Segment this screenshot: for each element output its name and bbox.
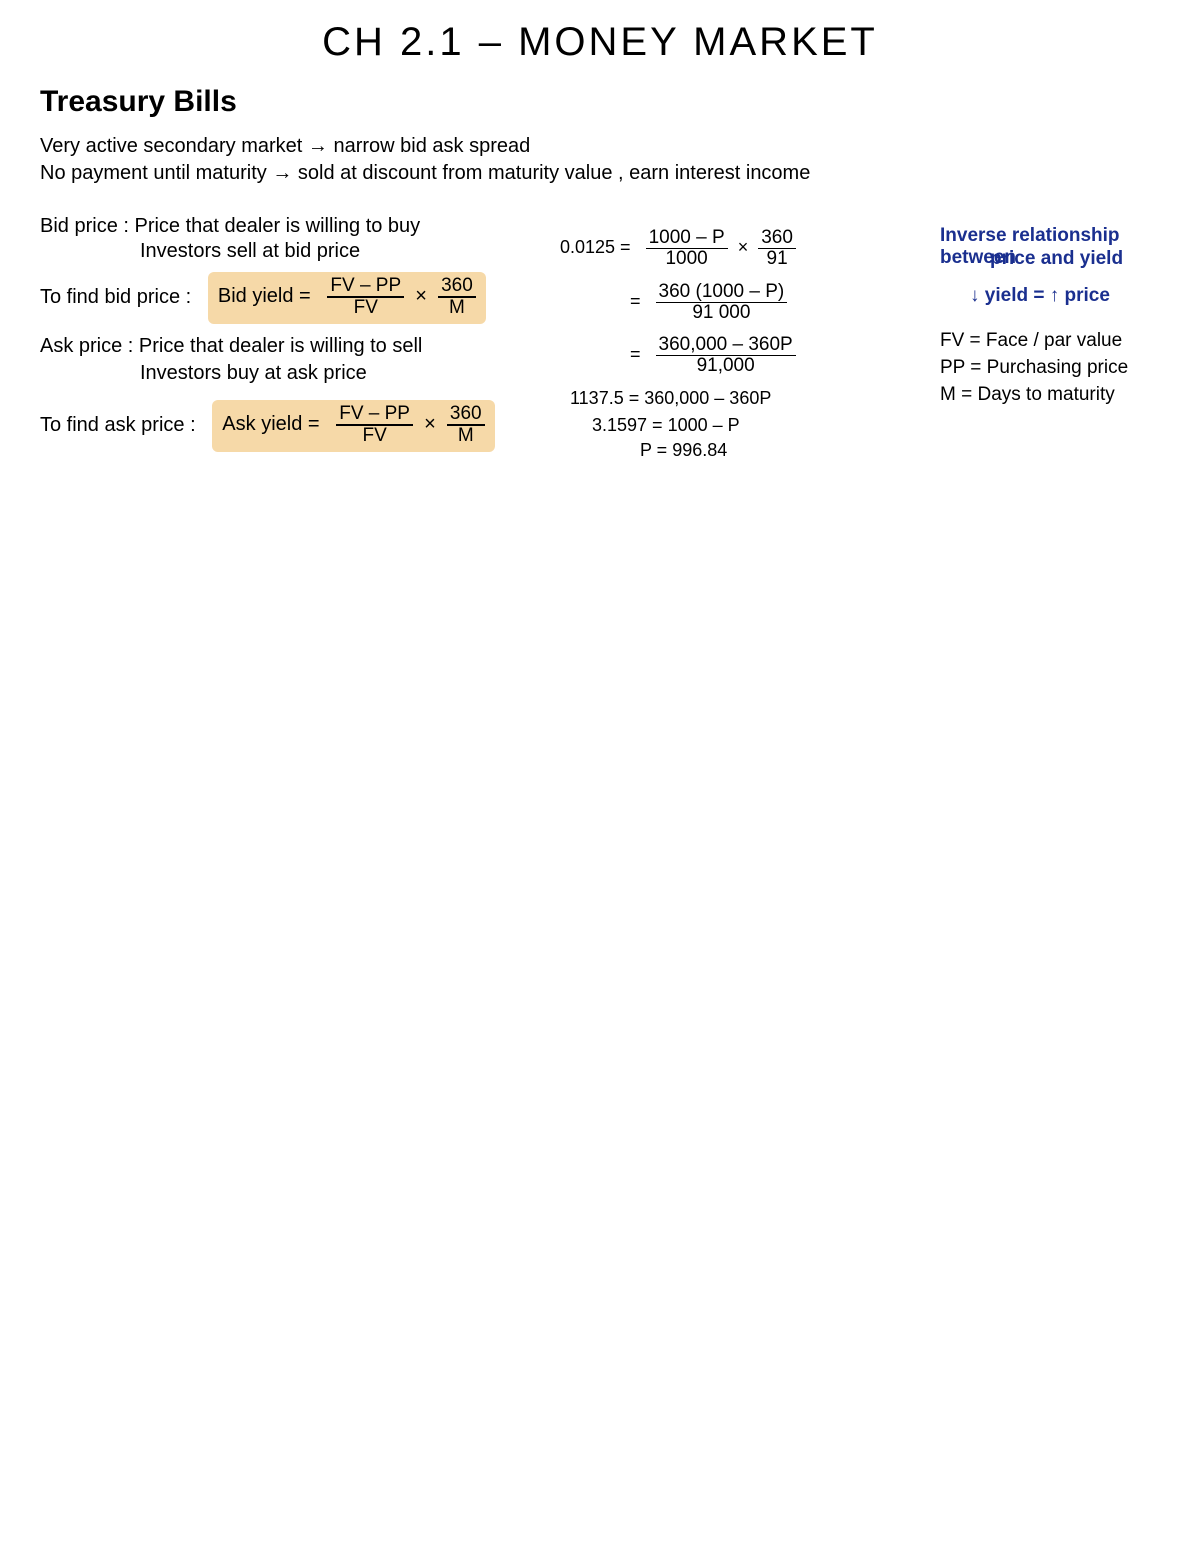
- fraction-den: 1000: [646, 249, 728, 269]
- work-fraction: 1000 – P 1000: [646, 228, 728, 269]
- intro-line-2: No payment until maturity → sold at disc…: [40, 162, 810, 185]
- ask-lead: To find ask price :: [40, 414, 196, 436]
- fraction-num: FV – PP: [327, 276, 404, 298]
- work-row-2: = 360 (1000 – P) 91 000: [630, 282, 787, 323]
- bid-formula-highlight: Bid yield = FV – PP FV × 360 M: [208, 272, 486, 324]
- work-fraction: 360 (1000 – P) 91 000: [656, 282, 788, 323]
- intro-1a: Very active secondary market: [40, 135, 302, 157]
- work-row-5: 3.1597 = 1000 – P: [592, 415, 740, 436]
- fraction-den: FV: [336, 426, 413, 446]
- fraction-num: 1000 – P: [646, 228, 728, 249]
- fraction-den: M: [447, 426, 485, 446]
- formula-fraction: FV – PP FV: [336, 404, 413, 446]
- intro-line-1: Very active secondary market → narrow bi…: [40, 135, 530, 158]
- arrow-icon: →: [272, 162, 292, 184]
- ask-label: Ask yield =: [222, 413, 319, 435]
- fraction-num: 360: [438, 276, 476, 298]
- times-sign: ×: [424, 413, 436, 435]
- intro-1b: narrow bid ask spread: [333, 135, 530, 157]
- times-sign: ×: [415, 285, 427, 307]
- work-row-3: = 360,000 – 360P 91,000: [630, 335, 796, 376]
- bid-lead: To find bid price :: [40, 286, 191, 308]
- work-fraction: 360,000 – 360P 91,000: [656, 335, 796, 376]
- intro-2b: sold at discount from maturity value , e…: [298, 162, 810, 184]
- page: CH 2.1 – MONEY MARKET Treasury Bills Ver…: [0, 0, 1200, 1550]
- ask-def-2: Investors buy at ask price: [140, 362, 367, 385]
- equals-sign: =: [630, 344, 641, 364]
- legend-pp: PP = Purchasing price: [940, 357, 1128, 379]
- note-yield-price: ↓ yield = ↑ price: [970, 285, 1110, 307]
- formula-fraction: FV – PP FV: [327, 276, 404, 318]
- fraction-den: FV: [327, 298, 404, 318]
- work-row-4: 1137.5 = 360,000 – 360P: [570, 388, 771, 409]
- fraction-den: M: [438, 298, 476, 318]
- arrow-icon: →: [308, 135, 328, 157]
- fraction-num: 360: [758, 228, 796, 249]
- ask-def-1: Ask price : Price that dealer is willing…: [40, 335, 422, 358]
- note-inverse-2: price and yield: [990, 248, 1123, 270]
- fraction-den: 91,000: [656, 356, 796, 376]
- bid-def-1: Bid price : Price that dealer is willing…: [40, 215, 420, 238]
- fraction-num: 360,000 – 360P: [656, 335, 796, 356]
- work-row-1: 0.0125 = 1000 – P 1000 × 360 91: [560, 228, 796, 269]
- formula-fraction: 360 M: [447, 404, 485, 446]
- legend-m: M = Days to maturity: [940, 384, 1115, 406]
- bid-label: Bid yield =: [218, 285, 311, 307]
- fraction-den: 91 000: [656, 303, 788, 323]
- work-lhs: 0.0125 =: [560, 237, 631, 257]
- fraction-num: 360 (1000 – P): [656, 282, 788, 303]
- fraction-num: FV – PP: [336, 404, 413, 426]
- section-subtitle: Treasury Bills: [40, 85, 237, 119]
- times-sign: ×: [738, 237, 749, 257]
- legend-fv: FV = Face / par value: [940, 330, 1122, 352]
- bid-def-2: Investors sell at bid price: [140, 240, 360, 263]
- fraction-num: 360: [447, 404, 485, 426]
- ask-formula-row: To find ask price : Ask yield = FV – PP …: [40, 400, 495, 452]
- fraction-den: 91: [758, 249, 796, 269]
- equals-sign: =: [630, 291, 641, 311]
- intro-2a: No payment until maturity: [40, 162, 267, 184]
- bid-formula-row: To find bid price : Bid yield = FV – PP …: [40, 272, 486, 324]
- page-title: CH 2.1 – MONEY MARKET: [0, 20, 1200, 65]
- work-fraction: 360 91: [758, 228, 796, 269]
- formula-fraction: 360 M: [438, 276, 476, 318]
- ask-formula-highlight: Ask yield = FV – PP FV × 360 M: [212, 400, 494, 452]
- work-row-6: P = 996.84: [640, 440, 727, 461]
